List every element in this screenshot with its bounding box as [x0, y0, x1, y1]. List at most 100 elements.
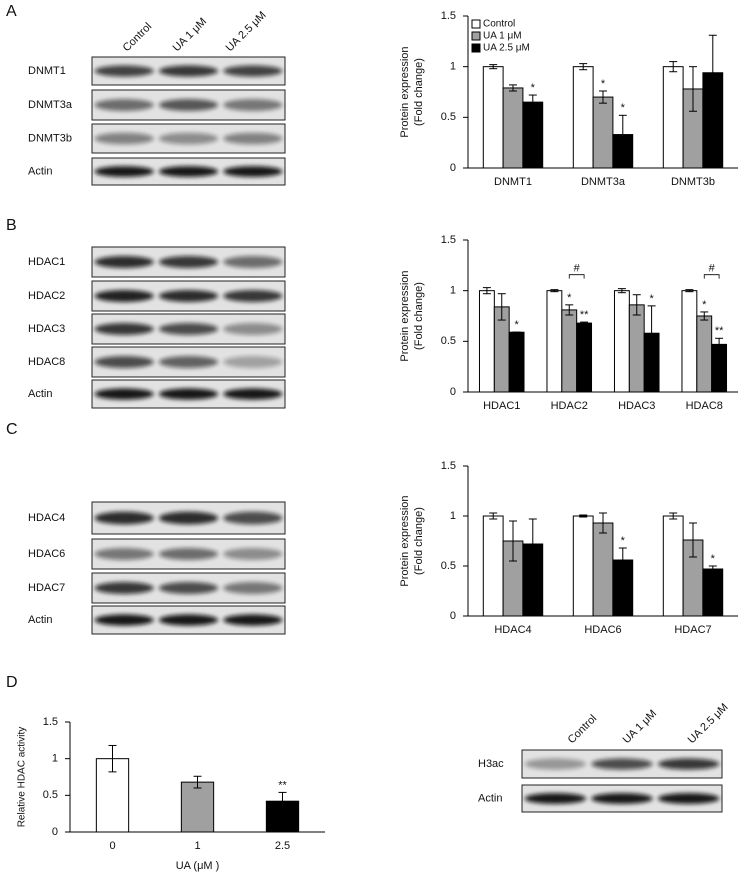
x-tick-label: HDAC6	[584, 624, 621, 636]
x-tick-label: HDAC8	[686, 400, 723, 412]
error-bar	[618, 547, 627, 573]
blot-band	[658, 758, 720, 770]
error-bar	[715, 337, 724, 351]
blot-band	[158, 256, 219, 268]
bar	[681, 290, 698, 393]
blot-row-label: HDAC6	[28, 548, 65, 560]
y-tick-label: 0.5	[441, 560, 456, 572]
error-bar	[618, 114, 627, 155]
x-tick-label: 1	[194, 840, 200, 852]
blot-band	[658, 793, 720, 804]
blot-row-label: Actin	[478, 792, 502, 804]
significance-label: *	[601, 78, 606, 90]
bar	[662, 515, 684, 617]
bracket-label: #	[709, 263, 716, 275]
y-tick-label: 0.5	[441, 111, 456, 123]
error-bar	[579, 63, 588, 71]
blot-column-label: UA 2.5 μM	[686, 701, 731, 746]
blot-row-label: H3ac	[478, 758, 504, 770]
bar	[711, 343, 728, 393]
y-tick-label: 0.5	[441, 335, 456, 347]
panel-label: C	[6, 421, 18, 438]
bar	[546, 290, 563, 393]
blot-row-label: DNMT3a	[28, 99, 73, 111]
blot-band	[223, 290, 283, 302]
blot-band	[158, 511, 219, 525]
blot-band	[524, 758, 586, 770]
bar	[702, 568, 724, 617]
error-bar	[509, 520, 517, 562]
blot-row-label: HDAC4	[28, 512, 65, 524]
y-axis-label: (Fold change)	[413, 282, 425, 350]
y-axis-label: Protein expression	[399, 495, 411, 586]
y-axis-label: (Fold change)	[413, 58, 425, 126]
error-bar	[632, 294, 641, 316]
y-tick-label: 0.5	[43, 789, 58, 801]
error-bar	[565, 304, 574, 316]
blot-band	[158, 388, 219, 400]
error-bar	[278, 791, 287, 811]
error-bar	[599, 90, 607, 104]
blot-band	[94, 290, 154, 302]
error-bar	[708, 34, 717, 111]
significance-label: *	[567, 292, 572, 304]
blot-band	[223, 548, 283, 560]
panel-label: A	[6, 3, 17, 20]
error-bar	[482, 287, 491, 295]
bar	[572, 515, 594, 617]
bar	[482, 515, 504, 617]
y-tick-label: 0	[450, 162, 456, 174]
blot-row-label: HDAC7	[28, 582, 65, 594]
y-tick-label: 1	[450, 510, 456, 522]
error-bar	[528, 94, 537, 110]
panel-label: B	[6, 217, 17, 234]
bar	[572, 66, 594, 169]
blot-band	[94, 323, 154, 335]
bar	[613, 290, 630, 393]
bar	[522, 101, 544, 169]
legend-label: UA 2.5 μM	[483, 43, 530, 54]
error-bar	[193, 775, 202, 789]
error-bar	[509, 84, 517, 92]
error-bar	[669, 61, 678, 73]
x-tick-label: HDAC4	[494, 624, 531, 636]
significance-label: *	[649, 293, 654, 305]
significance-label: *	[702, 299, 707, 311]
y-tick-label: 1.5	[441, 234, 456, 246]
y-tick-label: 1	[450, 61, 456, 73]
bar	[576, 322, 593, 393]
bracket	[568, 274, 585, 279]
blot-band	[223, 99, 283, 111]
y-axis-label: Protein expression	[399, 46, 411, 137]
y-tick-label: 0	[450, 386, 456, 398]
blot-band	[94, 166, 154, 177]
blot-band	[158, 356, 219, 368]
error-bar	[669, 512, 678, 520]
blot-column-label: UA 2.5 μM	[224, 9, 269, 54]
blot-row-label: Actin	[28, 388, 52, 400]
legend-swatch	[471, 19, 481, 29]
error-bar	[528, 518, 537, 570]
legend-label: Control	[483, 19, 515, 30]
error-bar	[489, 64, 498, 70]
blot-band	[591, 793, 653, 804]
x-tick-label: 0	[109, 840, 115, 852]
error-bar	[689, 66, 697, 112]
significance-label: *	[621, 535, 626, 547]
error-bar	[580, 321, 589, 325]
y-tick-label: 1.5	[43, 716, 58, 728]
blot-band	[591, 758, 653, 770]
blot-column-label: Control	[566, 713, 600, 747]
bracket-label: #	[574, 263, 581, 275]
blot-band	[94, 582, 154, 594]
blot-band	[524, 793, 586, 804]
blot-band	[94, 256, 154, 268]
bracket	[703, 274, 720, 279]
error-bar	[497, 293, 506, 321]
bar	[482, 66, 504, 169]
y-tick-label: 0	[52, 826, 58, 838]
legend-swatch	[471, 43, 481, 53]
significance-label: **	[715, 325, 724, 337]
error-bar	[489, 512, 498, 520]
blot-band	[158, 99, 219, 111]
